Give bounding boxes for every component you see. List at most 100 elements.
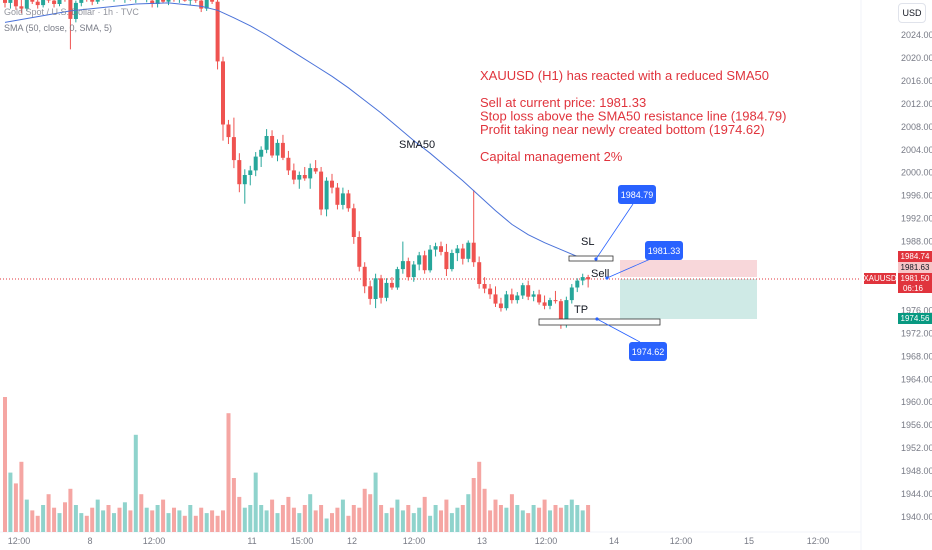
time-tick-label: 12:00 — [8, 536, 31, 546]
candle — [580, 273, 585, 286]
take-profit-zone[interactable] — [620, 279, 757, 319]
indicator-label[interactable]: SMA (50, close, 0, SMA, 5) — [4, 23, 113, 33]
candle — [509, 288, 514, 304]
annotation-line: Capital management 2% — [480, 149, 623, 164]
current-price-tag: 1981.63 — [898, 262, 932, 273]
volume-bar — [95, 499, 100, 532]
time-tick-label: 8 — [87, 536, 92, 546]
candle — [188, 0, 193, 6]
candle — [259, 146, 264, 167]
candle — [417, 251, 422, 271]
price-tick-label: 2012.00 — [901, 99, 932, 109]
candle — [86, 0, 88, 2]
candle — [161, 0, 166, 3]
last-price-text: 1981.50 — [901, 274, 930, 283]
callout-entry-connector — [606, 256, 656, 279]
callout-sl[interactable]: 1984.79 — [618, 185, 656, 204]
candle — [13, 0, 18, 10]
price-tick-label: 1964.00 — [901, 374, 932, 384]
time-tick-label: 11 — [247, 536, 256, 546]
volume-bar — [210, 510, 215, 532]
chart-legend: Gold Spot / U.S. Dollar · 1h · TVC SMA (… — [4, 4, 139, 36]
candle — [178, 0, 180, 3]
candle — [242, 169, 247, 204]
candle — [297, 171, 302, 189]
currency-button[interactable]: USD — [898, 3, 926, 23]
volume-bar — [542, 499, 547, 532]
volume-bar — [569, 499, 574, 532]
price-tick-label: 1988.00 — [901, 237, 932, 247]
symbol-title[interactable]: Gold Spot / U.S. Dollar · 1h · TVC — [4, 7, 139, 17]
price-tick-label: 2004.00 — [901, 145, 932, 155]
volume-bar — [400, 510, 405, 532]
candle — [280, 134, 285, 161]
candle — [24, 0, 29, 11]
volume-bar — [308, 494, 313, 532]
candle — [313, 160, 318, 174]
candle — [389, 277, 394, 290]
candle — [515, 292, 520, 304]
candle — [537, 289, 542, 305]
time-tick-label: 12 — [347, 536, 357, 546]
volume-bar — [19, 461, 24, 532]
candle — [73, 0, 78, 23]
callout-entry-text: 1981.33 — [648, 246, 681, 256]
price-tick-label: 1940.00 — [901, 512, 932, 522]
candle — [57, 0, 62, 7]
candle — [30, 0, 35, 5]
last-price-tag: 1981.50 06:16 — [898, 273, 932, 293]
callout-tp[interactable]: 1974.62 — [629, 342, 667, 361]
candle — [308, 163, 313, 189]
candle — [270, 130, 275, 158]
volume-bar — [237, 496, 242, 532]
volume-bar — [280, 505, 285, 532]
price-tick-label: 1996.00 — [901, 191, 932, 201]
volume-bar — [575, 505, 580, 532]
volume-bar — [193, 515, 198, 532]
volume-bar — [150, 510, 155, 532]
callout-sl-text: 1984.79 — [621, 190, 654, 200]
candle — [173, 0, 175, 2]
candle — [204, 0, 209, 11]
candle — [46, 0, 51, 3]
candle — [335, 183, 340, 210]
tp-price-tag-text: 1974.56 — [901, 314, 930, 323]
stop-loss-zone[interactable] — [620, 260, 757, 277]
candle — [166, 0, 171, 6]
annotation-line: Sell at current price: 1981.33 — [480, 95, 646, 110]
volume-bar — [128, 510, 133, 532]
symbol-price-tag: XAUUSD — [863, 273, 897, 284]
sl-price-tag-text: 1984.74 — [901, 252, 930, 261]
candle — [95, 0, 100, 5]
tp-marker-box[interactable] — [538, 318, 661, 326]
candle — [477, 256, 482, 289]
callout-entry[interactable]: 1981.33 — [645, 241, 683, 260]
candle — [466, 240, 471, 263]
candle — [368, 280, 373, 305]
sl-marker-box[interactable] — [568, 255, 614, 262]
trade-annotation[interactable]: XAUUSD (H1) has reacted with a reduced S… — [480, 68, 786, 164]
volume-bar — [580, 510, 585, 532]
countdown-text: 06:16 — [903, 284, 924, 293]
candle — [199, 0, 204, 13]
volume-bar — [199, 507, 204, 532]
candle — [302, 166, 307, 181]
volume-bar — [586, 505, 591, 532]
candle — [433, 242, 438, 257]
candle — [569, 284, 574, 304]
volume-bar — [411, 513, 416, 532]
volume-bar — [226, 413, 231, 532]
volume-bar — [455, 507, 460, 532]
candle — [351, 203, 356, 244]
candle — [460, 243, 465, 265]
candle — [531, 290, 536, 302]
volume-bar — [101, 510, 106, 532]
candle — [102, 0, 104, 1]
volume-bar — [41, 505, 46, 532]
price-tick-label: 1944.00 — [901, 489, 932, 499]
volume-bar — [433, 505, 438, 532]
candle — [548, 297, 552, 310]
volume-bar — [362, 488, 367, 532]
candle — [455, 245, 460, 262]
